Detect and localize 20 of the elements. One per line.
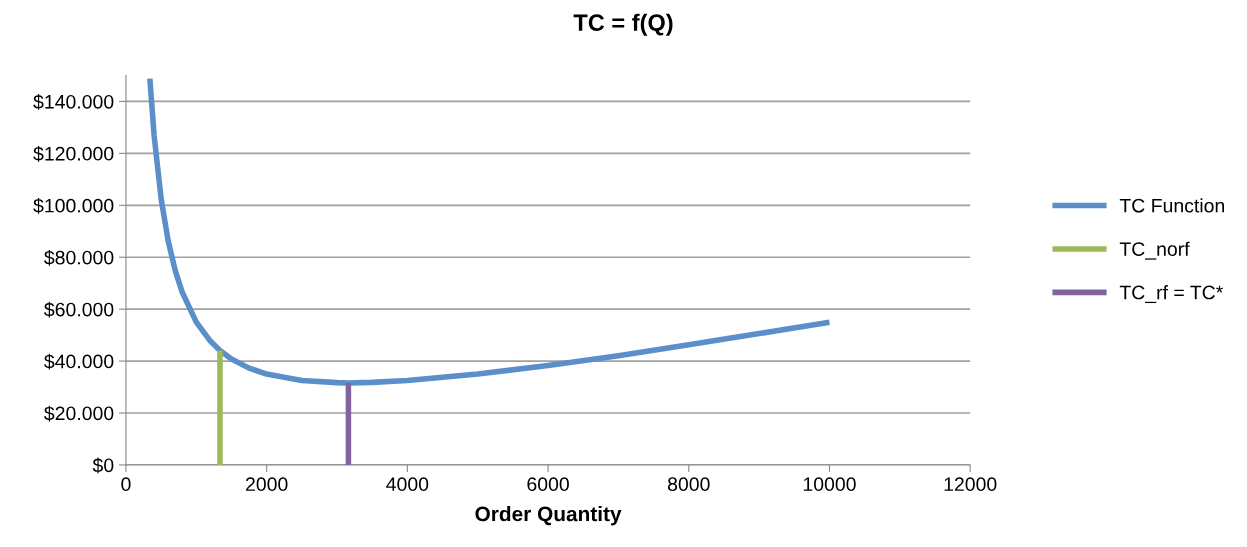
x-tick-label: 6000: [527, 477, 569, 492]
x-tick-label: 12000: [944, 477, 997, 492]
y-tick-label: $60.000: [44, 301, 114, 318]
x-tick-label: 0: [121, 477, 131, 492]
y-tick-label: $40.000: [44, 353, 114, 370]
y-tick-label: $0: [92, 457, 114, 474]
y-tick-label: $20.000: [44, 405, 114, 422]
y-tick-label: $120.000: [33, 146, 114, 162]
y-tick-label: $100.000: [33, 197, 114, 214]
legend-label: TC Function: [1119, 198, 1225, 213]
y-tick-label: $80.000: [44, 249, 114, 266]
x-tick-label: 10000: [803, 477, 856, 492]
x-axis-title: Order Quantity: [475, 505, 622, 526]
y-tick-label: $140.000: [33, 94, 114, 110]
chart-title: TC = f(Q): [573, 13, 673, 36]
legend-label: TC_norf: [1119, 241, 1190, 260]
x-tick-label: 8000: [667, 477, 710, 492]
x-tick-label: 4000: [386, 477, 429, 492]
x-tick-label: 2000: [246, 477, 288, 492]
legend-label: TC_rf = TC*: [1119, 285, 1223, 304]
